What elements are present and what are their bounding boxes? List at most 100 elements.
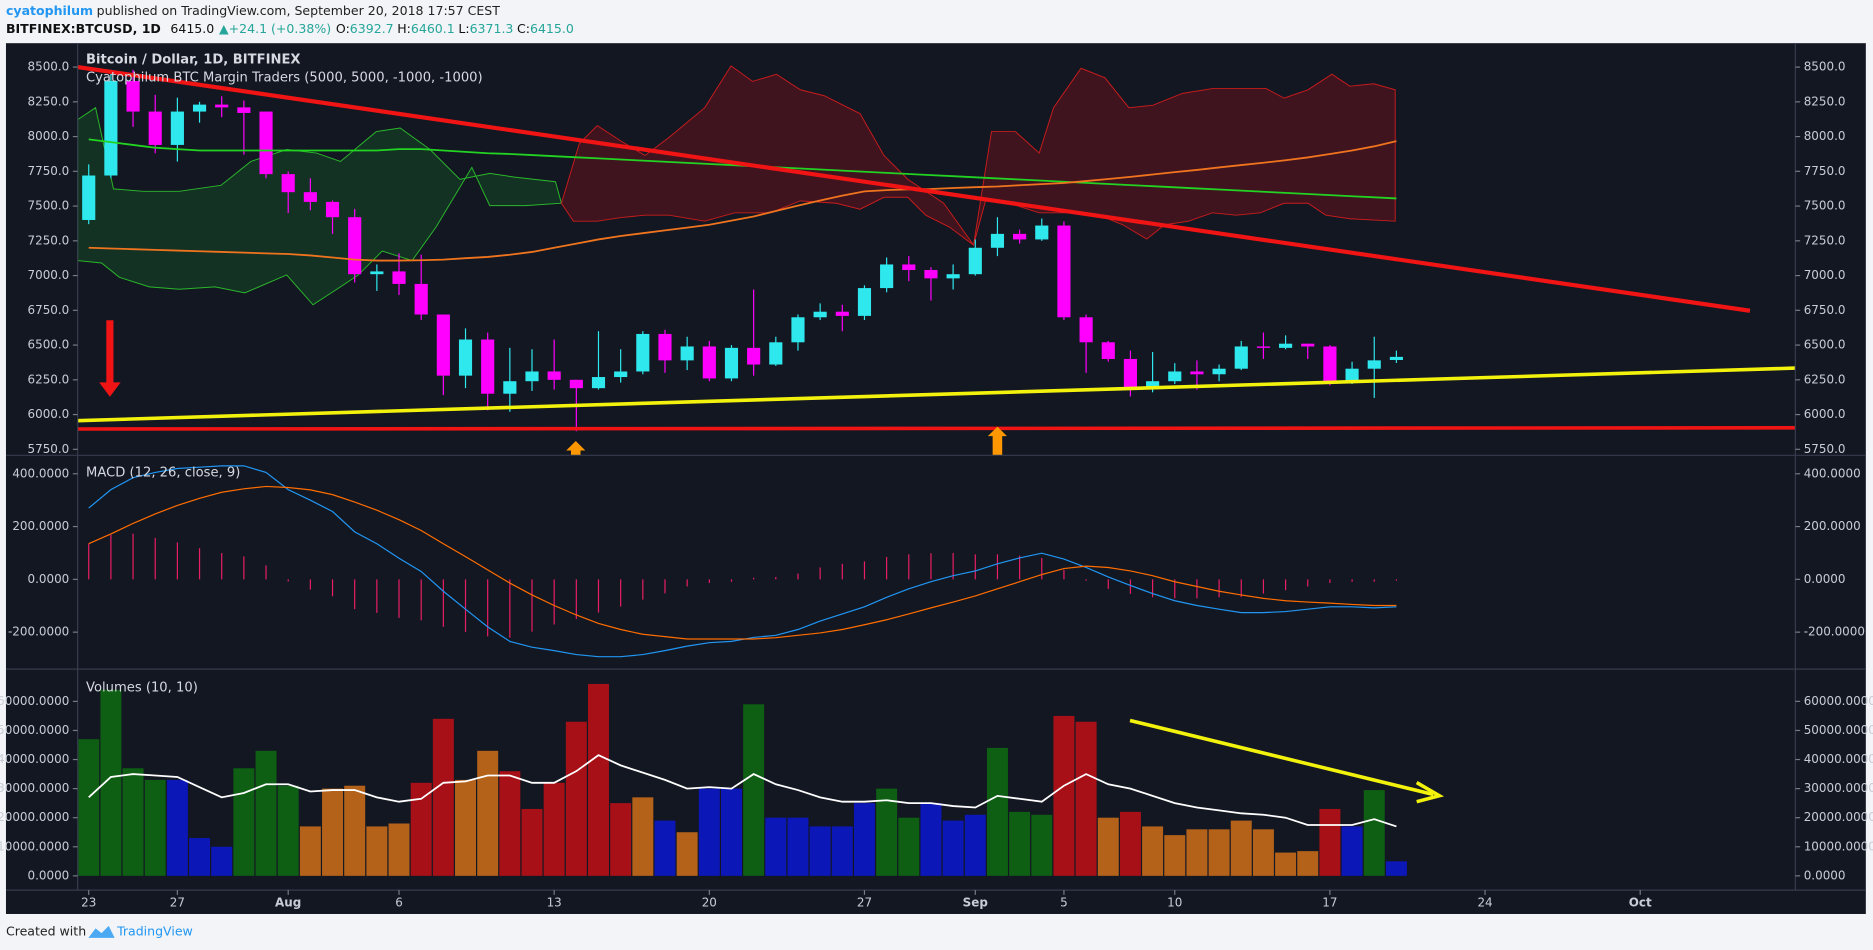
y-tick-label: 20000.0000 xyxy=(1804,810,1873,824)
candle-body xyxy=(370,271,384,275)
candle-body xyxy=(215,104,229,108)
volume-bar xyxy=(831,826,853,876)
volume-bar xyxy=(1009,811,1031,876)
chart-title: Bitcoin / Dollar, 1D, BITFINEX xyxy=(86,52,301,67)
last-price: 6415.0 xyxy=(170,20,214,35)
change-arrow: ▲ xyxy=(219,20,229,35)
plot xyxy=(77,65,1407,876)
candle-body xyxy=(791,317,805,343)
candle-body xyxy=(1101,342,1115,359)
volume-bar xyxy=(432,718,454,876)
x-tick-label: 5 xyxy=(1060,896,1068,910)
volume-bar xyxy=(743,704,765,876)
candle-body xyxy=(1057,225,1071,318)
volume-bar xyxy=(1230,820,1252,876)
candle-body xyxy=(946,274,960,279)
y-tick-label: 0.0000 xyxy=(1804,572,1846,586)
volume-bar xyxy=(366,826,388,876)
candle-body xyxy=(481,339,495,394)
candle-body xyxy=(724,347,739,379)
c-label: C: xyxy=(517,20,530,35)
y-tick-label: 400.0000 xyxy=(12,466,69,480)
volume-bar xyxy=(1053,715,1075,876)
volume-bar xyxy=(211,846,233,876)
up-arrow xyxy=(987,426,1007,456)
candle-body xyxy=(82,175,96,220)
indicator-title: Volumes (10, 10) xyxy=(86,681,198,696)
volume-bar xyxy=(1097,817,1119,876)
y-tick-label: 30000.0000 xyxy=(1804,781,1873,795)
candle-body xyxy=(813,311,827,318)
candle-body xyxy=(192,104,207,112)
y-tick-label: 8500.0 xyxy=(1804,60,1846,74)
candle-body xyxy=(658,333,672,361)
candle-body xyxy=(1234,346,1248,369)
candle-body xyxy=(1079,317,1093,343)
volume-bar xyxy=(1363,790,1385,876)
volume-bar xyxy=(1031,814,1053,876)
volume-bar xyxy=(543,782,565,876)
h-value: 6460.1 xyxy=(411,20,455,35)
quote-line: BITFINEX:BTCUSD, 1D 6415.0 ▲+24.1 (+0.38%)… xyxy=(6,20,574,35)
y-tick-label: 6750.0 xyxy=(1804,303,1846,317)
volume-bar xyxy=(787,817,809,876)
y-tick-label: 200.0000 xyxy=(1804,519,1861,533)
horizontal-support xyxy=(77,426,1796,431)
candle-body xyxy=(1035,225,1049,240)
x-tick-label: 20 xyxy=(702,896,717,910)
o-value: 6392.7 xyxy=(350,20,394,35)
volume-bar xyxy=(654,820,676,876)
y-tick-label: 7750.0 xyxy=(1804,164,1846,178)
candle-body xyxy=(1146,381,1160,389)
y-tick-label: 8250.0 xyxy=(1804,94,1846,108)
volume-average xyxy=(88,754,1397,828)
resistance-line xyxy=(77,65,1751,313)
x-tick-label: 17 xyxy=(1322,896,1337,910)
up-arrow xyxy=(566,440,586,456)
volume-bar xyxy=(876,788,898,876)
volume-bar xyxy=(455,779,476,876)
candle-body xyxy=(525,371,539,382)
y-tick-label: 7250.0 xyxy=(28,233,70,247)
x-tick-label: Oct xyxy=(1629,896,1652,910)
candle-body xyxy=(547,371,561,380)
y-tick-label: 40000.0000 xyxy=(1804,752,1873,766)
logo xyxy=(88,925,115,938)
candle-body xyxy=(591,377,606,389)
author[interactable]: cyatophilum xyxy=(6,2,93,17)
y-tick-label: 8000.0 xyxy=(28,129,70,143)
volume-bar xyxy=(1119,811,1141,876)
footer-brand[interactable]: TradingView xyxy=(116,923,193,938)
y-tick-label: 400.0000 xyxy=(1804,466,1861,480)
candle-body xyxy=(1279,343,1293,348)
candle-body xyxy=(1301,343,1315,347)
volume-bar xyxy=(1385,861,1407,876)
published: published on TradingView.com, September … xyxy=(97,2,501,17)
candle-body xyxy=(924,270,938,279)
candle-body xyxy=(902,264,916,271)
change: +24.1 (+0.38%) xyxy=(229,20,331,35)
candle-body xyxy=(1345,368,1359,382)
volume-bar xyxy=(964,814,986,876)
volume-bar xyxy=(1208,829,1230,876)
l-value: 6371.3 xyxy=(470,20,514,35)
volume-bar xyxy=(1186,829,1208,876)
candle-body xyxy=(614,371,628,378)
volume-bar xyxy=(78,739,100,876)
volume-bar xyxy=(277,785,299,876)
y-tick-label: -200.0000 xyxy=(1804,625,1865,639)
y-tick-label: 7250.0 xyxy=(1804,233,1846,247)
y-tick-label: 10000.0000 xyxy=(0,839,69,853)
volume-bar xyxy=(1341,826,1363,876)
candle-body xyxy=(237,107,251,113)
y-tick-label: 6500.0 xyxy=(28,338,70,352)
footer: Created with TradingView xyxy=(6,923,193,938)
y-tick-label: 5750.0 xyxy=(1804,442,1846,456)
candle-body xyxy=(880,264,894,289)
volume-bar xyxy=(1252,829,1274,876)
y-tick-label: 200.0000 xyxy=(12,519,69,533)
support-line xyxy=(77,366,1796,423)
candle-body xyxy=(1212,368,1226,375)
candle-body xyxy=(747,347,761,365)
y-tick-label: 6000.0 xyxy=(1804,407,1846,421)
